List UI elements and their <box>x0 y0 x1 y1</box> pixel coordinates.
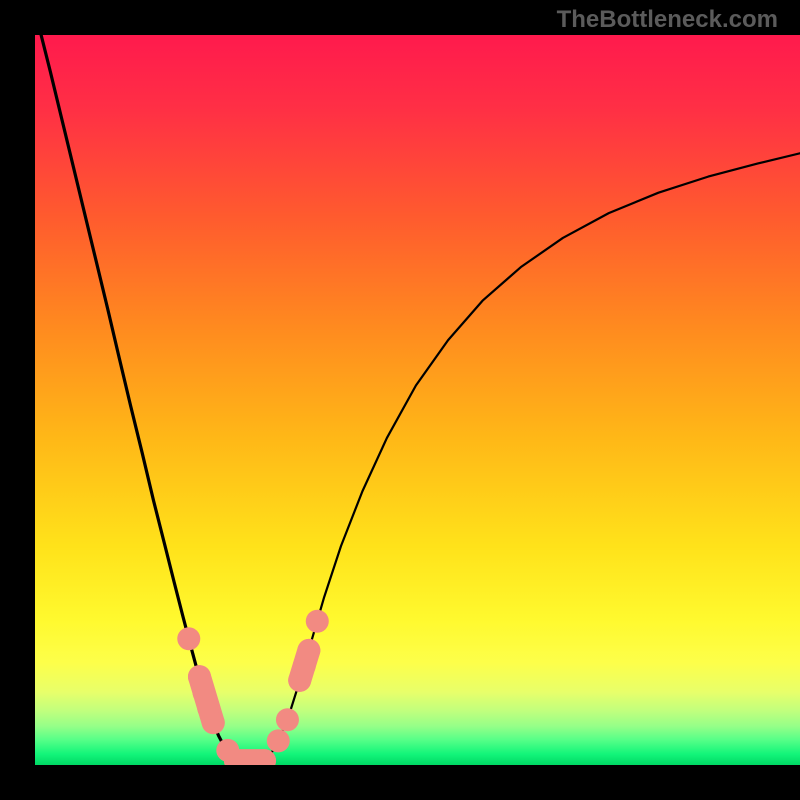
chart-root: TheBottleneck.com <box>0 0 800 800</box>
plot-gradient-background <box>35 35 800 765</box>
watermark-text: TheBottleneck.com <box>557 6 778 34</box>
